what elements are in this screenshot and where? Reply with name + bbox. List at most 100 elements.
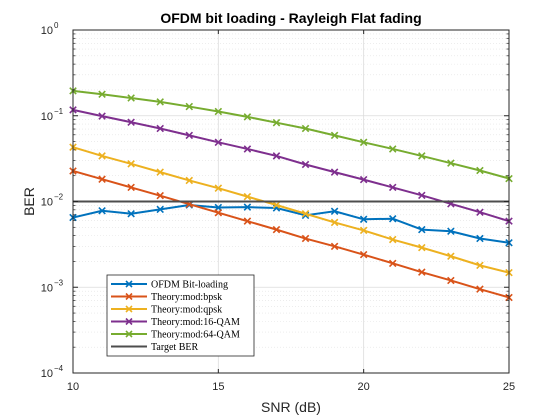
series-3-point xyxy=(272,152,281,160)
series-2-point xyxy=(359,226,368,235)
series-1-point xyxy=(418,268,426,276)
series-1-point xyxy=(243,217,252,225)
series-1-point xyxy=(447,276,455,285)
legend-label-1: Theory:mod:bpsk xyxy=(151,292,222,303)
series-3-point xyxy=(243,145,252,153)
x-tick-label: 25 xyxy=(503,381,515,393)
series-0-point xyxy=(330,207,339,215)
y-tick-label-base: 10 xyxy=(41,282,53,294)
series-2-point xyxy=(301,209,310,218)
series-2-point xyxy=(185,176,194,185)
series-4-point xyxy=(156,98,164,106)
series-2-point xyxy=(330,218,339,227)
legend-label-4: Theory:mod:64-QAM xyxy=(151,330,240,341)
series-2-point xyxy=(243,192,252,201)
series-4-point xyxy=(214,107,223,116)
series-4-point xyxy=(476,166,484,175)
series-4-point xyxy=(301,124,310,133)
series-3-point xyxy=(301,160,310,169)
series-1-point xyxy=(301,234,310,243)
y-tick-label-exponent: −2 xyxy=(54,193,64,202)
series-1-point xyxy=(476,285,484,293)
series-line-0 xyxy=(72,204,510,244)
series-1-point xyxy=(272,225,281,234)
series-line-3 xyxy=(72,108,510,223)
series-1-point xyxy=(98,175,106,183)
series-line-2 xyxy=(72,146,510,274)
y-axis-label: BER xyxy=(21,187,37,216)
series-2-point xyxy=(388,235,397,244)
series-2-point xyxy=(272,201,281,209)
series-4-point xyxy=(418,152,426,160)
series-2-point xyxy=(476,261,484,270)
y-tick-label-base: 10 xyxy=(41,25,53,37)
series-1-point xyxy=(127,183,135,192)
legend-label-3: Theory:mod:16-QAM xyxy=(151,317,240,328)
series-4-point xyxy=(185,102,194,111)
y-tick-label-exponent: −1 xyxy=(54,107,64,116)
series-3-point xyxy=(359,175,368,184)
series-2-point xyxy=(418,243,426,252)
chart-title: OFDM bit loading - Rayleigh Flat fading xyxy=(160,10,421,26)
y-tick-label-exponent: −3 xyxy=(54,278,64,287)
series-4-point xyxy=(98,90,106,99)
series-2-point xyxy=(447,252,455,260)
series-4-point xyxy=(359,138,368,147)
series-4-point xyxy=(272,118,281,127)
series-1-point xyxy=(214,208,223,217)
series-3-point xyxy=(156,124,164,133)
series-4-point xyxy=(127,94,135,102)
y-tick-label-base: 10 xyxy=(41,111,53,123)
legend-box xyxy=(106,274,255,357)
legend-marker-2 xyxy=(125,305,133,313)
y-tick-label-base: 10 xyxy=(41,197,53,209)
series-3-point xyxy=(476,208,484,216)
series-0-point xyxy=(243,203,252,211)
series-1-point xyxy=(388,259,397,268)
series-2-point xyxy=(214,184,223,192)
x-tick-label: 20 xyxy=(358,381,370,393)
legend-label-2: Theory:mod:qpsk xyxy=(151,305,222,316)
series-0-point xyxy=(388,214,397,223)
series-0-point xyxy=(447,227,455,236)
y-tick-label-exponent: −4 xyxy=(54,364,64,373)
legend-marker-1 xyxy=(125,292,133,301)
series-3-point xyxy=(214,138,223,147)
series-line-4 xyxy=(72,89,510,180)
x-tick-label: 15 xyxy=(212,381,224,393)
series-0-point xyxy=(418,225,426,234)
series-0-point xyxy=(98,206,106,215)
series-4-point xyxy=(447,159,455,167)
series-3-point xyxy=(388,183,397,192)
legend-label-5: Target BER xyxy=(151,342,198,353)
series-0-point xyxy=(156,205,164,214)
x-tick-label: 10 xyxy=(67,381,79,393)
series-3-point xyxy=(330,168,339,176)
series-layer xyxy=(69,87,513,302)
series-line-1 xyxy=(72,170,510,299)
series-1-point xyxy=(359,250,368,259)
y-tick-label-base: 10 xyxy=(41,368,53,380)
x-axis-label: SNR (dB) xyxy=(261,399,321,415)
y-tick-label-exponent: 0 xyxy=(54,21,59,30)
series-2-point xyxy=(98,152,106,160)
series-1-point xyxy=(330,242,339,251)
series-4-point xyxy=(388,145,397,153)
series-4-point xyxy=(330,131,339,140)
series-0-point xyxy=(359,215,368,224)
series-4-point xyxy=(243,113,252,121)
series-3-point xyxy=(127,118,135,127)
series-3-point xyxy=(98,112,106,120)
series-2-point xyxy=(127,160,135,168)
series-2-point xyxy=(156,168,164,176)
series-3-point xyxy=(185,131,194,140)
legend-marker-4 xyxy=(125,330,133,338)
series-0-point xyxy=(127,209,135,218)
legend-marker-0 xyxy=(125,280,133,288)
legend-marker-3 xyxy=(125,317,133,326)
series-1-point xyxy=(156,191,164,200)
series-3-point xyxy=(418,191,426,200)
